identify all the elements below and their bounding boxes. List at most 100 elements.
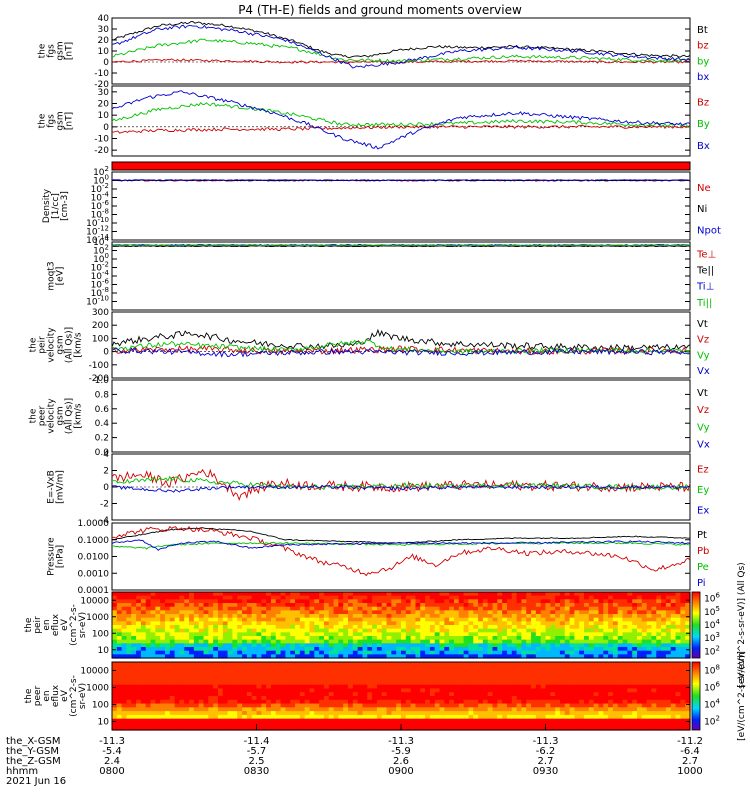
heatmap-cell xyxy=(641,617,648,622)
heatmap-cell xyxy=(266,595,272,600)
heatmap-cell xyxy=(367,684,373,690)
heatmap-cell xyxy=(550,669,556,674)
heatmap-cell xyxy=(521,707,527,712)
heatmap-cell xyxy=(637,647,643,652)
y-tick-label: 104 xyxy=(93,235,109,248)
heatmap-cell xyxy=(290,673,296,678)
heatmap-cell xyxy=(155,643,161,648)
heatmap-cell xyxy=(290,614,296,619)
heatmap-cell xyxy=(574,621,580,626)
heatmap-cell xyxy=(155,669,161,674)
heatmap-cell xyxy=(506,606,513,611)
heatmap-cell xyxy=(184,632,190,637)
heatmap-cell xyxy=(381,639,388,644)
heatmap-cell xyxy=(458,665,465,671)
heatmap-cell xyxy=(333,684,339,690)
heatmap-cell xyxy=(526,711,532,716)
heatmap-cell xyxy=(617,632,624,637)
heatmap-cell xyxy=(487,592,494,597)
heatmap-cell xyxy=(685,673,691,678)
heatmap-cell xyxy=(410,639,417,644)
heatmap-cell xyxy=(608,625,614,630)
heatmap-cell xyxy=(444,606,450,611)
heatmap-cell xyxy=(564,696,571,701)
heatmap-cell xyxy=(193,669,200,674)
heatmap-cell xyxy=(492,726,498,731)
heatmap-cell xyxy=(174,692,181,697)
heatmap-cell xyxy=(309,628,315,633)
heatmap-cell xyxy=(309,669,315,674)
heatmap-cell xyxy=(665,617,672,622)
heatmap-cell xyxy=(126,714,132,720)
heatmap-cell xyxy=(193,647,200,652)
heatmap-cell xyxy=(584,614,590,619)
heatmap-cell xyxy=(155,680,161,686)
heatmap-cell xyxy=(492,625,498,630)
heatmap-cell xyxy=(453,643,460,648)
heatmap-cell xyxy=(685,610,691,615)
heatmap-cell xyxy=(136,595,142,600)
heatmap-cell xyxy=(136,603,142,608)
heatmap-cell xyxy=(319,632,325,637)
heatmap-cell xyxy=(116,614,123,619)
heatmap-cell xyxy=(251,692,258,697)
heatmap-cell xyxy=(376,625,383,630)
heatmap-cell xyxy=(261,643,267,648)
heatmap-cell xyxy=(309,707,315,712)
heatmap-cell xyxy=(420,692,426,697)
heatmap-cell xyxy=(405,696,412,701)
heatmap-cell xyxy=(439,703,445,708)
heatmap-cell xyxy=(564,617,571,622)
heatmap-cell xyxy=(222,606,229,611)
heatmap-cell xyxy=(193,718,200,724)
heatmap-cell xyxy=(401,662,407,667)
heatmap-cell xyxy=(574,669,580,674)
heatmap-cell xyxy=(169,673,176,678)
heatmap-cell xyxy=(333,696,339,701)
heatmap-cell xyxy=(550,617,556,622)
heatmap-cell xyxy=(665,643,672,648)
heatmap-cell xyxy=(608,606,614,611)
heatmap-cell xyxy=(434,650,441,655)
heatmap-cell xyxy=(285,703,291,708)
heatmap-cell xyxy=(261,625,267,630)
heatmap-cell xyxy=(559,614,566,619)
heatmap-cell xyxy=(280,606,286,611)
heatmap-cell xyxy=(222,711,229,716)
y-axis-label: Density xyxy=(42,188,52,223)
heatmap-cell xyxy=(526,699,532,705)
heatmap-cell xyxy=(665,692,672,697)
heatmap-cell xyxy=(290,595,296,600)
heatmap-cell xyxy=(270,654,277,659)
heatmap-cell xyxy=(348,650,354,655)
y-axis-label: eV xyxy=(60,689,70,702)
heatmap-cell xyxy=(449,628,455,633)
heatmap-cell xyxy=(376,603,383,608)
heatmap-cell xyxy=(328,726,335,731)
heatmap-cell xyxy=(598,603,604,608)
heatmap-cell xyxy=(637,606,643,611)
heatmap-cell xyxy=(627,703,633,708)
heatmap-cell xyxy=(381,669,388,674)
heatmap-cell xyxy=(357,707,364,712)
heatmap-cell xyxy=(492,595,498,600)
heatmap-cell xyxy=(184,688,190,693)
heatmap-cell xyxy=(126,726,132,731)
heatmap-cell xyxy=(112,625,118,630)
heatmap-cell xyxy=(405,603,412,608)
heatmap-cell xyxy=(155,625,161,630)
heatmap-cell xyxy=(304,654,311,659)
heatmap-cell xyxy=(116,599,123,604)
heatmap-cell xyxy=(290,639,296,644)
heatmap-cell xyxy=(299,669,306,674)
heatmap-cell xyxy=(502,662,508,667)
heatmap-cell xyxy=(439,680,445,686)
heatmap-cell xyxy=(415,636,421,641)
heatmap-cell xyxy=(405,625,412,630)
heatmap-cell xyxy=(222,625,229,630)
heatmap-cell xyxy=(323,711,330,716)
heatmap-cell xyxy=(203,711,209,716)
heatmap-cell xyxy=(386,614,392,619)
heatmap-cell xyxy=(217,718,224,724)
heatmap-cell xyxy=(415,726,421,731)
